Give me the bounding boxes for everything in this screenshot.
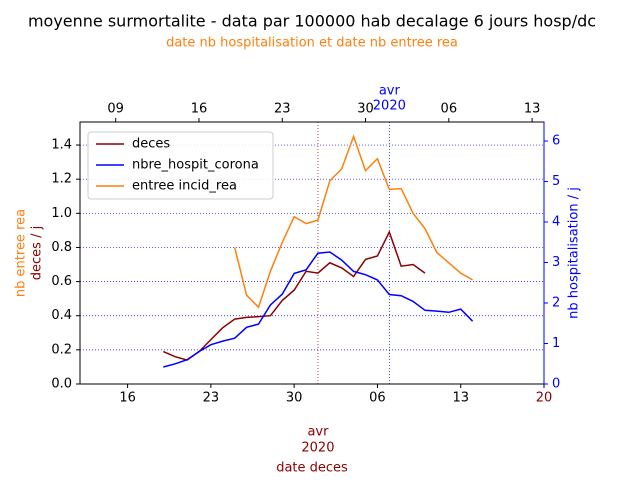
y2-tick-label: 3: [552, 255, 560, 270]
y2-tick-label: 5: [552, 174, 560, 189]
y-tick-label: 1.4: [51, 138, 72, 153]
x2-tick-label: 30: [357, 102, 374, 117]
x-tick-label: 23: [203, 391, 220, 406]
y-label: nb entree rea: [14, 209, 29, 297]
y2-label: nb hospitalisation / j: [567, 187, 582, 319]
y-tick-label: 0.4: [51, 308, 72, 323]
series-line: [163, 230, 426, 361]
y-tick-label: 0.6: [51, 274, 72, 289]
x-tick-label: 30: [286, 391, 303, 406]
x2-year-label: 2020: [373, 99, 406, 114]
y2-tick-label: 1: [552, 336, 560, 351]
y-tick-label: 1.2: [51, 172, 72, 187]
x2-tick-label: 16: [191, 102, 208, 117]
series-line: [233, 134, 473, 309]
x-tick-label: 13: [452, 391, 469, 406]
x2-tick-label: 23: [274, 102, 291, 117]
y-tick-label: 0.2: [51, 342, 72, 357]
legend-label: nbre_hospit_corona: [132, 158, 259, 173]
legend-label: deces: [132, 137, 170, 152]
y2-tick-label: 0: [552, 377, 560, 392]
x2-month-label: avr: [379, 84, 401, 99]
chart-subtitle: date nb hospitalisation et date nb entre…: [166, 36, 458, 51]
legend-box: [87, 131, 274, 200]
y2-tick-label: 2: [552, 296, 560, 311]
x-year-label: 2020: [301, 441, 334, 456]
y2-tick-label: 6: [552, 134, 560, 149]
x2-tick-label: 06: [441, 102, 458, 117]
y-tick-label: 1.0: [51, 206, 72, 221]
x-month-label: avr: [307, 425, 329, 440]
x-tick-label: 06: [369, 391, 386, 406]
legend-label: entree incid_rea: [132, 179, 237, 194]
y-tick-label: 0.8: [51, 240, 72, 255]
x2-tick-label: 09: [107, 102, 124, 117]
y-tick-label: 0.0: [51, 377, 72, 392]
x-tick-label: 20: [536, 391, 553, 406]
x-label: date deces: [276, 461, 348, 476]
x2-tick-label: 13: [524, 102, 541, 117]
chart-title: moyenne surmortalite - data par 100000 h…: [28, 12, 596, 31]
series-line: [163, 251, 474, 368]
y2-tick-label: 4: [552, 215, 560, 230]
x-tick-label: 16: [119, 391, 136, 406]
y-label: deces / j: [30, 226, 45, 280]
